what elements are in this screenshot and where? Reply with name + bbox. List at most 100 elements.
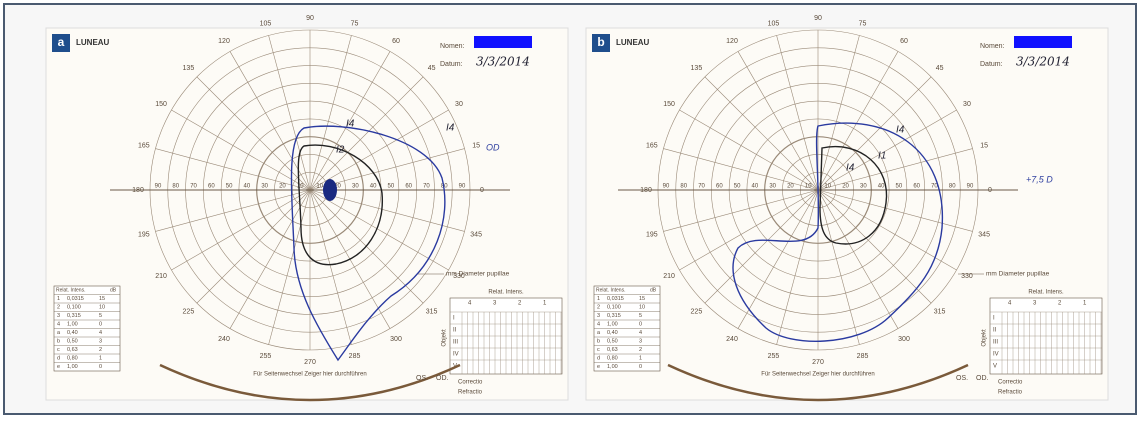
radial-label: 10 [805, 184, 812, 190]
refraction-label: Refractio [998, 390, 1023, 396]
radial-label: 60 [208, 184, 215, 190]
angle-label: 225 [183, 308, 195, 315]
meridian [704, 76, 819, 191]
eye-label-os: OS. [416, 375, 428, 382]
angle-label: 345 [470, 231, 482, 238]
angle-label: 345 [978, 231, 990, 238]
rotation-arc [667, 363, 969, 402]
date: 3/3/2014 [1016, 55, 1070, 69]
radial-label: 70 [931, 184, 938, 190]
grid-column: 1 [1083, 301, 1087, 307]
angle-label: 315 [934, 308, 946, 315]
grid-column: 4 [1008, 301, 1012, 307]
meridian [679, 189, 819, 271]
angle-label: 60 [900, 38, 908, 45]
brand: LUNEAU [616, 38, 650, 47]
panel-label-box [592, 34, 610, 52]
meridian [776, 189, 819, 345]
angle-label: 135 [691, 65, 703, 72]
grid-column: 2 [1058, 301, 1062, 307]
table-cell: 2 [99, 347, 102, 353]
table-cell: 4 [99, 330, 102, 336]
table-cell: 0,100 [607, 305, 621, 311]
grid-row: I [453, 316, 455, 322]
meridian [229, 189, 311, 329]
angle-label: 330 [453, 273, 465, 280]
table-cell: 4 [639, 330, 642, 336]
angle-label: 210 [155, 273, 167, 280]
meridian [817, 148, 973, 191]
angle-label: 315 [426, 308, 438, 315]
angle-label: 210 [663, 273, 675, 280]
radial-label: 40 [878, 184, 885, 190]
table-cell: 0,315 [67, 313, 81, 319]
table-cell: 0,40 [607, 330, 618, 336]
meridian [817, 189, 957, 271]
date-label: Datum: [440, 61, 463, 68]
angle-label: 195 [646, 231, 658, 238]
radial-label: 70 [423, 184, 430, 190]
meridian [309, 76, 424, 191]
table-header: dB [110, 288, 117, 294]
meridian [704, 189, 819, 304]
meridian [737, 51, 819, 191]
angle-label: 240 [218, 336, 230, 343]
angle-label: 75 [859, 21, 867, 28]
table-cell: 15 [639, 296, 645, 302]
radial-label: 80 [441, 184, 448, 190]
panel-label: a [58, 35, 65, 49]
angle-label: 270 [812, 359, 824, 366]
radial-label: 70 [190, 184, 197, 190]
meridian [171, 189, 311, 271]
table-cell: 1,00 [67, 322, 78, 328]
table-cell: 0,63 [67, 347, 78, 353]
table-cell: 0 [99, 364, 102, 370]
meridian [268, 35, 311, 191]
radial-label: 20 [787, 184, 794, 190]
grid-row: IV [453, 352, 459, 358]
meridian [229, 51, 311, 191]
table-cell: 0,50 [607, 339, 618, 345]
table-cell: e [597, 364, 600, 370]
eye-label-os: OS. [956, 375, 968, 382]
table-cell: 5 [99, 313, 102, 319]
meridian [309, 148, 465, 191]
meridian [309, 189, 449, 271]
date-label: Datum: [980, 61, 1003, 68]
radial-label: 30 [769, 184, 776, 190]
radial-label: 30 [261, 184, 268, 190]
radial-label: 20 [842, 184, 849, 190]
table-cell: 2 [597, 305, 600, 311]
angle-label: 165 [138, 142, 150, 149]
meridian [817, 51, 899, 191]
radial-label: 80 [949, 184, 956, 190]
radial-label: 50 [388, 184, 395, 190]
meridian [776, 35, 819, 191]
angle-label: 90 [306, 15, 314, 22]
angle-label: 165 [646, 142, 658, 149]
table-cell: 0 [639, 364, 642, 370]
angle-label: 195 [138, 231, 150, 238]
table-cell: e [57, 364, 60, 370]
angle-label: 300 [898, 336, 910, 343]
table-cell: 4 [57, 322, 60, 328]
panel-b: bLUNEAUNomen:Datum:3/3/20140153045607590… [585, 15, 1109, 402]
radial-label: 10 [824, 184, 831, 190]
grid-row: IV [993, 352, 999, 358]
meridian [663, 189, 819, 232]
table-cell: 2 [57, 305, 60, 311]
table-cell: 0 [99, 322, 102, 328]
angle-label: 270 [304, 359, 316, 366]
table-header: Relat. Intens. [56, 288, 85, 294]
angle-label: 45 [428, 65, 436, 72]
table-cell: 3 [99, 339, 102, 345]
angle-label: 330 [961, 273, 973, 280]
table-cell: b [57, 339, 60, 345]
name-redaction [1014, 36, 1072, 48]
grid-header: Relat. Intens. [1028, 290, 1064, 296]
object-label: Objekt [982, 329, 988, 347]
meridian [155, 148, 311, 191]
radial-label: 80 [680, 184, 687, 190]
isopter-label: I1 [878, 151, 886, 162]
